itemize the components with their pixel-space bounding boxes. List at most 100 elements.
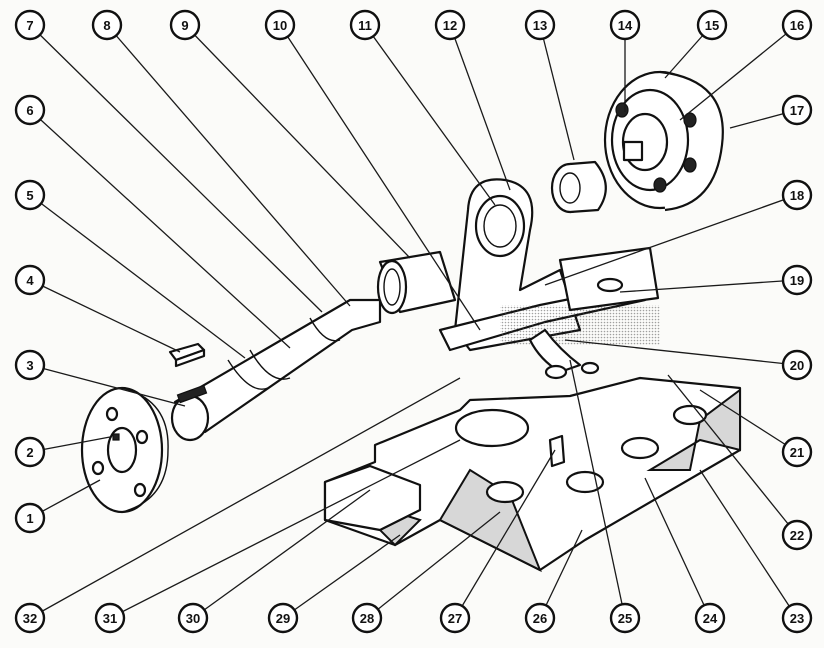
callout-circle bbox=[14, 264, 46, 296]
callout-circle bbox=[781, 602, 813, 634]
callout-10: 10 bbox=[264, 9, 296, 41]
bearing-bracket-part bbox=[438, 178, 660, 380]
callout-number: 28 bbox=[360, 611, 374, 626]
callout-circle bbox=[524, 602, 556, 634]
callout-circle bbox=[781, 179, 813, 211]
callout-number: 7 bbox=[26, 18, 33, 33]
callout-11: 11 bbox=[349, 9, 381, 41]
callout-number: 18 bbox=[790, 188, 804, 203]
leader-lines bbox=[29, 24, 798, 619]
callout-20: 20 bbox=[781, 349, 813, 381]
callout-31: 31 bbox=[94, 602, 126, 634]
callout-23: 23 bbox=[781, 602, 813, 634]
callout-number: 4 bbox=[26, 273, 34, 288]
callout-number: 11 bbox=[358, 18, 372, 33]
callout-number: 10 bbox=[273, 18, 287, 33]
callout-circle bbox=[524, 9, 556, 41]
callout-circle bbox=[14, 602, 46, 634]
callout-number: 26 bbox=[533, 611, 547, 626]
flange-part bbox=[80, 386, 169, 514]
callout-number: 9 bbox=[181, 18, 188, 33]
callout-circle bbox=[14, 436, 46, 468]
callout-circle bbox=[696, 9, 728, 41]
callout-16: 16 bbox=[781, 9, 813, 41]
callout-27: 27 bbox=[439, 602, 471, 634]
callout-3: 3 bbox=[14, 349, 46, 381]
bushing-13-part bbox=[550, 160, 607, 214]
callout-number: 29 bbox=[276, 611, 290, 626]
callout-circle bbox=[781, 349, 813, 381]
callout-15: 15 bbox=[696, 9, 728, 41]
callout-circle bbox=[14, 502, 46, 534]
callout-number: 19 bbox=[790, 273, 804, 288]
callout-32: 32 bbox=[14, 602, 46, 634]
callout-number: 15 bbox=[705, 18, 719, 33]
callout-circle bbox=[91, 9, 123, 41]
callout-number: 27 bbox=[448, 611, 462, 626]
callout-12: 12 bbox=[434, 9, 466, 41]
callout-14: 14 bbox=[609, 9, 641, 41]
callout-number: 6 bbox=[26, 103, 33, 118]
callout-28: 28 bbox=[351, 602, 383, 634]
callout-circle bbox=[169, 9, 201, 41]
callout-number: 14 bbox=[618, 18, 633, 33]
callout-8: 8 bbox=[91, 9, 123, 41]
callout-7: 7 bbox=[14, 9, 46, 41]
callout-18: 18 bbox=[781, 179, 813, 211]
callout-2: 2 bbox=[14, 436, 46, 468]
callout-circle bbox=[781, 9, 813, 41]
callout-circle bbox=[14, 94, 46, 126]
callout-circle bbox=[349, 9, 381, 41]
callout-22: 22 bbox=[781, 519, 813, 551]
callout-number: 16 bbox=[790, 18, 804, 33]
callout-number: 2 bbox=[26, 445, 33, 460]
callout-number: 25 bbox=[618, 611, 632, 626]
callout-circle bbox=[14, 9, 46, 41]
callout-number: 23 bbox=[790, 611, 804, 626]
callout-6: 6 bbox=[14, 94, 46, 126]
bushing-9-part bbox=[376, 250, 457, 315]
callout-29: 29 bbox=[267, 602, 299, 634]
callout-21: 21 bbox=[781, 436, 813, 468]
callout-25: 25 bbox=[609, 602, 641, 634]
callout-circle bbox=[14, 349, 46, 381]
callout-1: 1 bbox=[14, 502, 46, 534]
gear-wheel-part bbox=[603, 70, 724, 212]
callout-circle bbox=[351, 602, 383, 634]
callout-circle bbox=[609, 9, 641, 41]
callout-number: 1 bbox=[26, 511, 33, 526]
callout-number: 5 bbox=[26, 188, 33, 203]
callout-circle bbox=[781, 519, 813, 551]
callout-circle bbox=[694, 602, 726, 634]
callout-9: 9 bbox=[169, 9, 201, 41]
callout-number: 32 bbox=[23, 611, 37, 626]
callout-circle bbox=[781, 436, 813, 468]
callout-number: 20 bbox=[790, 358, 804, 373]
callout-circle bbox=[434, 9, 466, 41]
callout-number: 17 bbox=[790, 103, 804, 118]
callout-13: 13 bbox=[524, 9, 556, 41]
callout-circle bbox=[14, 179, 46, 211]
callout-circle bbox=[177, 602, 209, 634]
callout-number: 3 bbox=[26, 358, 33, 373]
callout-circle bbox=[609, 602, 641, 634]
callout-circle bbox=[267, 602, 299, 634]
shaft-part bbox=[170, 298, 382, 442]
callout-19: 19 bbox=[781, 264, 813, 296]
callout-number: 24 bbox=[703, 611, 718, 626]
callout-26: 26 bbox=[524, 602, 556, 634]
callout-number: 21 bbox=[790, 445, 804, 460]
callout-circle bbox=[264, 9, 296, 41]
callout-circle bbox=[781, 94, 813, 126]
key-part bbox=[168, 342, 206, 368]
callout-17: 17 bbox=[781, 94, 813, 126]
callout-circle bbox=[781, 264, 813, 296]
callout-30: 30 bbox=[177, 602, 209, 634]
callout-number: 30 bbox=[186, 611, 200, 626]
callout-number: 8 bbox=[103, 18, 110, 33]
callout-circle bbox=[94, 602, 126, 634]
callout-number: 31 bbox=[103, 611, 117, 626]
